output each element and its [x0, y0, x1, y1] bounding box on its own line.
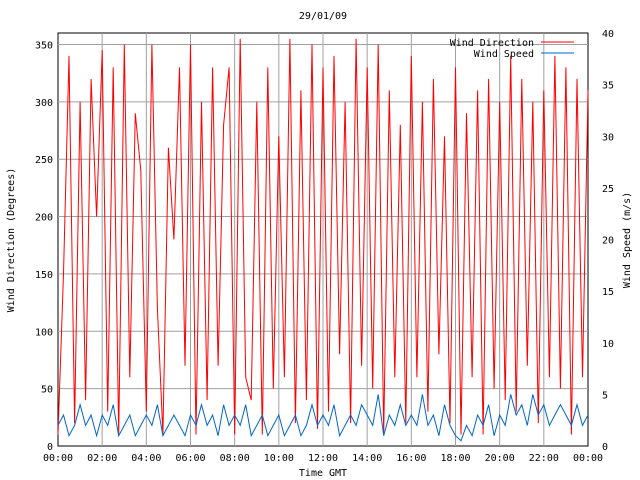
y-right-tick-label: 15 [602, 287, 614, 298]
series-line-wind-speed [57, 394, 589, 442]
y-right-tick-label: 40 [602, 29, 614, 40]
y-right-tick-label: 20 [602, 236, 614, 247]
x-tick-label: 00:00 [43, 453, 73, 464]
y-left-tick-label: 100 [35, 327, 53, 338]
x-tick-label: 02:00 [87, 453, 117, 464]
legend-label-wind-direction: Wind Direction [450, 38, 534, 49]
x-tick-label: 06:00 [175, 453, 205, 464]
y-left-tick-label: 250 [35, 155, 53, 166]
y-left-tick-label: 350 [35, 40, 53, 51]
x-tick-label: 12:00 [308, 453, 338, 464]
x-axis-label: Time GMT [299, 468, 347, 479]
x-tick-label: 04:00 [131, 453, 161, 464]
y-left-tick-label: 200 [35, 213, 53, 224]
y-right-tick-label: 0 [602, 442, 608, 453]
legend-label-wind-speed: Wind Speed [474, 49, 534, 60]
x-tick-label: 20:00 [485, 453, 515, 464]
legend: Wind Direction Wind Speed [450, 38, 574, 60]
y-left-tick-label: 300 [35, 98, 53, 109]
x-tick-label: 14:00 [352, 453, 382, 464]
chart-title: 29/01/09 [299, 11, 347, 22]
x-tick-label: 00:00 [573, 453, 603, 464]
x-tick-label: 08:00 [220, 453, 250, 464]
series-line-wind-direction [57, 38, 589, 435]
x-tick-label: 18:00 [440, 453, 470, 464]
y-axis-right-label: Wind Speed (m/s) [622, 192, 633, 288]
x-tick-label: 16:00 [396, 453, 426, 464]
series-layer [57, 38, 589, 442]
y-right-tick-label: 5 [602, 390, 608, 401]
y-right-tick-label: 25 [602, 184, 614, 195]
y-left-tick-label: 50 [41, 385, 53, 396]
y-axis-left-label: Wind Direction (Degrees) [6, 168, 17, 313]
y-right-tick-label: 35 [602, 81, 614, 92]
y-left-tick-label: 0 [47, 442, 53, 453]
tick-labels: 00:00 02:00 04:00 06:00 08:00 10:00 12:00 14:00… [35, 29, 614, 464]
x-tick-label: 10:00 [264, 453, 294, 464]
y-left-tick-label: 150 [35, 270, 53, 281]
x-tick-label: 22:00 [529, 453, 559, 464]
y-right-tick-label: 10 [602, 339, 614, 350]
y-right-tick-label: 30 [602, 132, 614, 143]
